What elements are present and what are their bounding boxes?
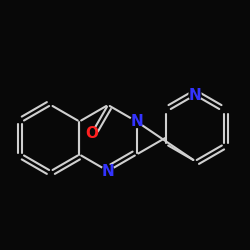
Text: N: N [189,88,202,102]
Circle shape [189,89,201,101]
Circle shape [102,165,114,177]
Circle shape [86,128,98,140]
Text: N: N [130,114,143,129]
Circle shape [130,116,142,128]
Text: O: O [85,126,98,141]
Text: N: N [102,164,114,178]
